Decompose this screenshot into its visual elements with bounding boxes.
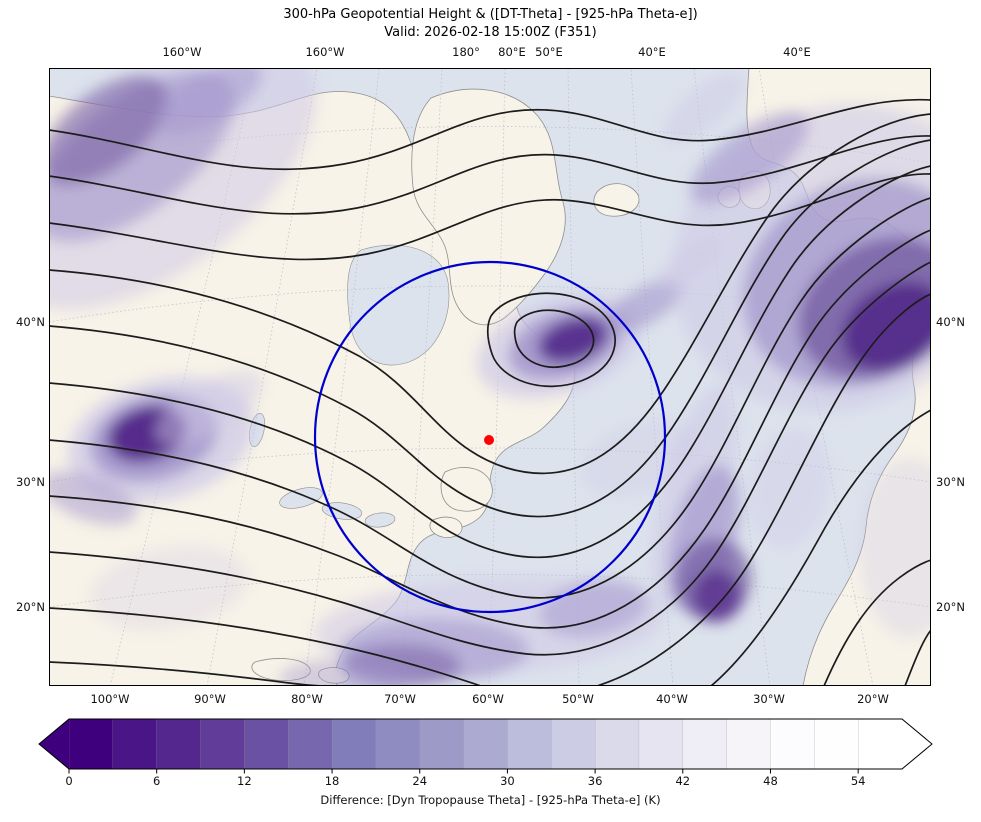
bottom-axis-tick-label: 70°W <box>384 692 416 706</box>
colorbar-extend-low-arrow <box>39 719 69 769</box>
colorbar-tick-label: 30 <box>500 774 515 788</box>
colorbar-svg <box>38 718 933 774</box>
map-frame <box>49 68 931 686</box>
map-plot <box>49 68 931 686</box>
colorbar-tick-label: 12 <box>237 774 252 788</box>
colorbar-segment <box>463 718 508 770</box>
shaded-field <box>49 68 931 686</box>
great-lake <box>364 512 396 528</box>
colorbar-segment <box>638 718 684 770</box>
top-axis-tick-label: 80°E <box>498 45 526 59</box>
colorbar-segment <box>814 718 859 770</box>
right-axis-tick-label: 20°N <box>936 600 965 614</box>
great-lake <box>321 502 363 520</box>
figure-subtitle: Valid: 2026-02-18 15:00Z (F351) <box>384 25 597 40</box>
colorbar-tick-label: 36 <box>587 774 603 788</box>
colorbar-segment <box>156 718 202 770</box>
colorbar-extend-high-arrow <box>902 719 932 769</box>
top-axis-tick-label: 40°E <box>638 45 666 59</box>
colorbar-segment <box>200 718 245 770</box>
top-axis-tick-label: 180° <box>452 45 480 59</box>
colorbar-segment <box>682 718 728 770</box>
colorbar-segment <box>858 718 903 770</box>
height-contours <box>49 98 931 686</box>
colorbar-tick-label: 24 <box>412 774 428 788</box>
colorbar-label: Difference: [Dyn Tropopause Theta] - [92… <box>320 793 661 807</box>
figure-title: 300-hPa Geopotential Height & ([DT-Theta… <box>283 7 698 22</box>
colorbar-tick-label: 0 <box>65 774 73 788</box>
bottom-axis-tick-label: 50°W <box>562 692 594 706</box>
colorbar-tick-label: 6 <box>153 774 161 788</box>
right-axis-tick-label: 30°N <box>936 475 965 489</box>
colorbar-tick-label: 48 <box>763 774 778 788</box>
colorbar-segment <box>507 718 552 770</box>
colorbar-tick-label: 54 <box>850 774 866 788</box>
colorbar-segment <box>770 718 815 770</box>
top-axis-tick-label: 40°E <box>783 45 811 59</box>
left-axis-tick-label: 40°N <box>16 315 45 329</box>
colorbar-segment <box>244 718 289 770</box>
colorbar-segment <box>594 718 640 770</box>
colorbar-segment <box>288 718 333 770</box>
colorbar-segment <box>419 718 465 770</box>
land-nova-scotia <box>429 516 463 538</box>
great-lake <box>279 487 323 509</box>
colorbar-segment <box>551 718 596 770</box>
top-axis-tick-label: 160°W <box>162 45 202 59</box>
left-axis-tick-label: 20°N <box>16 600 45 614</box>
colorbar-segment <box>331 718 377 770</box>
bottom-axis-tick-label: 30°W <box>753 692 785 706</box>
colorbar-segment <box>726 718 771 770</box>
top-axis-tick-label: 160°W <box>305 45 345 59</box>
range-ring <box>313 260 667 614</box>
left-axis-tick-label: 30°N <box>16 475 45 489</box>
bottom-axis-tick-label: 100°W <box>90 692 130 706</box>
colorbar-tick-labels: 0 6 12 18 24 30 36 42 48 54 <box>0 774 981 790</box>
colorbar-segment <box>375 718 421 770</box>
bottom-axis-tick-label: 80°W <box>291 692 323 706</box>
colorbar-tick-label: 18 <box>324 774 340 788</box>
top-axis-tick-label: 50°E <box>535 45 563 59</box>
colorbar-outline <box>38 718 933 770</box>
bottom-axis-tick-label: 60°W <box>472 692 504 706</box>
land-iceland <box>593 183 640 217</box>
bottom-axis-tick-label: 40°W <box>656 692 688 706</box>
right-axis-tick-label: 40°N <box>936 315 965 329</box>
bottom-axis-tick-label: 90°W <box>194 692 226 706</box>
station-marker <box>484 435 494 445</box>
colorbar-segment <box>68 718 114 770</box>
colorbar-tick-label: 42 <box>675 774 691 788</box>
bottom-axis-tick-label: 20°W <box>857 692 889 706</box>
colorbar-segment <box>112 718 158 770</box>
